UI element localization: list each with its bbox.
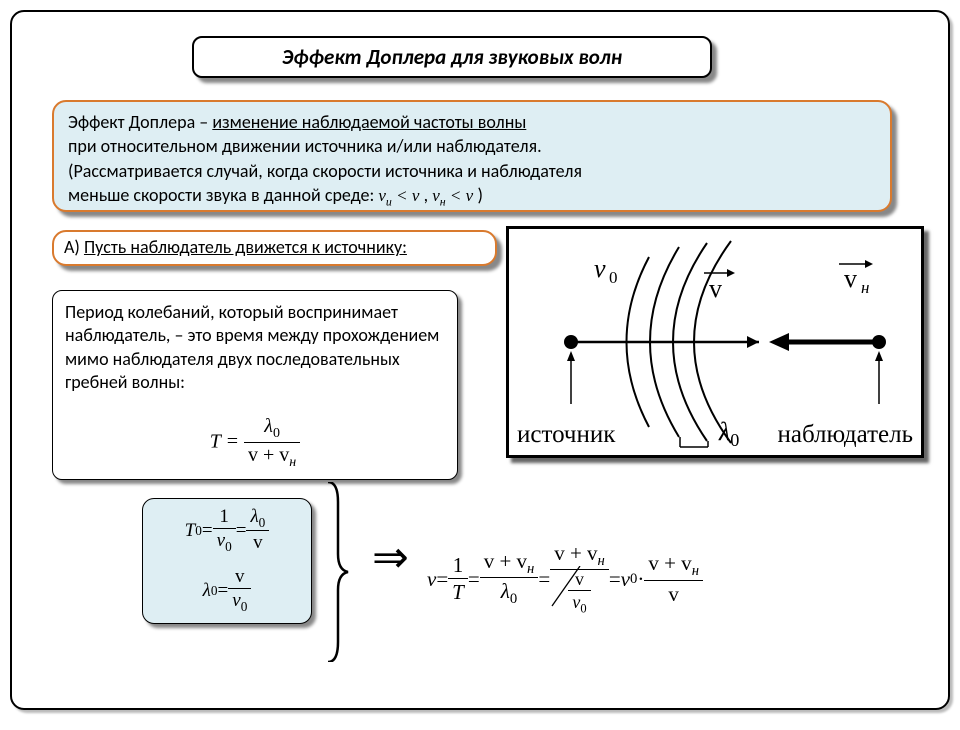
formula-period: T = λ0 v + vн [53,415,457,471]
period-text: Период колебаний, который воспринимает н… [65,301,445,395]
result-formula: ν = 1T = v + vн λ0 = v + vн v ν0 = ν0 · … [427,542,932,617]
definition-box: Эффект Доплера – изменение наблюдаемой ч… [52,100,892,212]
formula-lambda0: λ0 = vν0 [203,567,252,615]
svg-text:0: 0 [609,268,618,287]
definition-line4: меньше скорости звука в данной среде: vи… [68,183,876,209]
curly-brace-icon [322,482,350,662]
title-box: Эффект Доплера для звуковых волн [192,36,712,78]
title-text: Эффект Доплера для звуковых волн [282,44,622,70]
lambda0-label: λ0 [719,417,739,451]
period-box: Период колебаний, который воспринимает н… [52,290,458,480]
svg-text:v: v [844,264,857,293]
case-a-box: А) Пусть наблюдатель движется к источник… [52,230,497,266]
formula-T0: T0 = 1ν0 = λ0v [185,507,270,555]
slide-frame: Эффект Доплера для звуковых волн Эффект … [10,10,950,710]
basics-box: T0 = 1ν0 = λ0v λ0 = vν0 [142,498,312,624]
implies-icon: ⇒ [372,532,409,583]
definition-line1: Эффект Доплера – изменение наблюдаемой ч… [68,110,876,134]
wave-diagram: ν 0 v v н источник наблюдатель λ0 [506,226,924,458]
definition-line3: (Рассматривается случай, когда скорости … [68,159,876,183]
svg-text:н: н [861,278,869,297]
cond-vn: vн < v [432,186,477,205]
svg-text:ν: ν [594,254,606,283]
definition-line2: при относительном движении источника и/и… [68,134,876,158]
source-label: источник [517,421,615,449]
svg-text:v: v [709,274,722,303]
observer-label: наблюдатель [777,421,913,449]
cond-vi: vи < v [378,186,423,205]
